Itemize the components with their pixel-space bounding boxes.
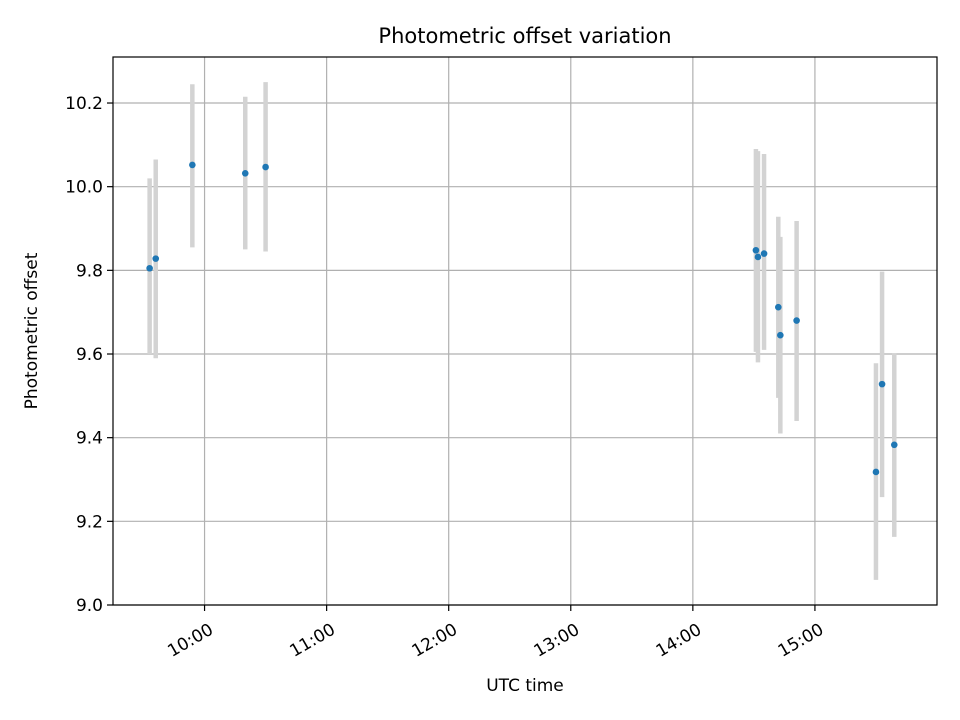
data-point	[777, 331, 784, 339]
x-tick-label: 10:00	[164, 620, 216, 662]
data-point	[752, 246, 760, 254]
y-axis-title: Photometric offset	[22, 252, 42, 409]
chart-title: Photometric offset variation	[378, 24, 671, 48]
plot-background	[113, 57, 937, 605]
data-point	[754, 253, 762, 261]
data-point	[878, 380, 886, 388]
x-tick-label: 15:00	[775, 620, 827, 662]
data-point	[793, 317, 800, 324]
data-point	[241, 169, 249, 177]
x-axis: 10:00 11:00 12:00 13:00 14:00 15:00	[164, 605, 827, 662]
plot-frame	[112, 56, 938, 606]
y-tick-label: 9.0	[76, 596, 103, 616]
data-point	[760, 250, 768, 257]
x-tick-label: 11:00	[286, 620, 338, 662]
y-tick-label: 10.2	[65, 94, 103, 114]
x-tick-label: 13:00	[531, 620, 583, 662]
y-tick-label: 9.8	[76, 261, 103, 281]
x-tick-label: 14:00	[653, 620, 705, 662]
x-axis-title: UTC time	[486, 676, 564, 696]
grid	[113, 57, 937, 606]
data-point	[189, 161, 196, 169]
y-tick-label: 9.2	[76, 512, 103, 532]
data-point	[890, 441, 898, 449]
y-tick-label: 9.6	[76, 345, 103, 365]
data-point	[872, 468, 880, 476]
data-point	[775, 303, 782, 311]
data-points	[146, 161, 898, 476]
x-tick-label: 12:00	[409, 620, 461, 662]
y-tick-label: 9.4	[76, 429, 103, 449]
data-point	[146, 264, 153, 272]
y-tick-label: 10.0	[65, 178, 103, 198]
y-axis: 9.0 9.2 9.4 9.6 9.8 10.0 10.2	[65, 94, 113, 616]
data-point	[262, 163, 269, 171]
data-point	[152, 255, 160, 262]
